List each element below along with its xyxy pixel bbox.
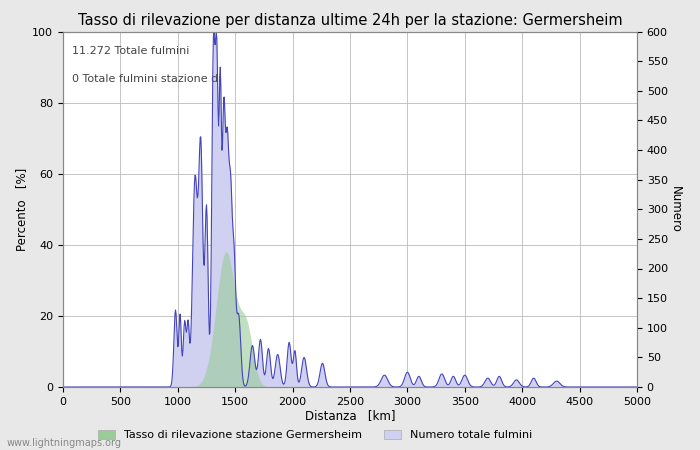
Text: 0 Totale fulmini stazione di: 0 Totale fulmini stazione di xyxy=(71,74,221,84)
Title: Tasso di rilevazione per distanza ultime 24h per la stazione: Germersheim: Tasso di rilevazione per distanza ultime… xyxy=(78,13,622,27)
Text: www.lightningmaps.org: www.lightningmaps.org xyxy=(7,438,122,448)
Y-axis label: Numero: Numero xyxy=(668,186,682,233)
Text: 11.272 Totale fulmini: 11.272 Totale fulmini xyxy=(71,46,189,56)
Y-axis label: Percento   [%]: Percento [%] xyxy=(15,168,28,251)
Legend: Tasso di rilevazione stazione Germersheim, Numero totale fulmini: Tasso di rilevazione stazione Germershei… xyxy=(94,425,536,445)
X-axis label: Distanza   [km]: Distanza [km] xyxy=(304,410,395,423)
